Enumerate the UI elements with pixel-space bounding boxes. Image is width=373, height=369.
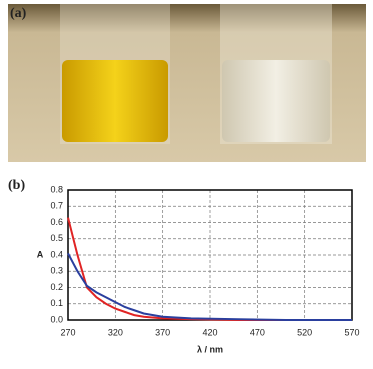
x-tick-label: 570 (344, 327, 359, 337)
x-tick-label: 320 (108, 327, 123, 337)
x-tick-label: 420 (202, 327, 217, 337)
y-tick-label: 0.2 (50, 282, 63, 292)
vial-yellow (62, 60, 168, 142)
y-tick-label: 0.4 (50, 249, 63, 259)
y-tick-label: 0.7 (50, 201, 63, 211)
y-tick-label: 0.1 (50, 298, 63, 308)
panel-label: (b) (8, 178, 25, 193)
y-axis-label: A (37, 249, 44, 259)
x-tick-label: 520 (297, 327, 312, 337)
panel-label: (a) (10, 6, 27, 21)
y-tick-label: 0.8 (50, 184, 63, 194)
line-series (67, 252, 352, 321)
x-tick-label: 370 (155, 327, 170, 337)
chart: 0.0 0.1 0.2 0.3 0.4 0.5 0.6 0.7 0.8 270 320 370 420 4… (37, 184, 360, 354)
y-tick-label: 0.0 (50, 314, 63, 324)
y-tick-label: 0.5 (50, 233, 63, 243)
x-tick-label: 270 (60, 327, 75, 337)
y-tick-label: 0.6 (50, 217, 63, 227)
x-axis-label: λ / nm (197, 344, 223, 354)
x-tick-label: 470 (250, 327, 265, 337)
y-tick-label: 0.3 (50, 266, 63, 276)
vial-clear (222, 60, 330, 142)
